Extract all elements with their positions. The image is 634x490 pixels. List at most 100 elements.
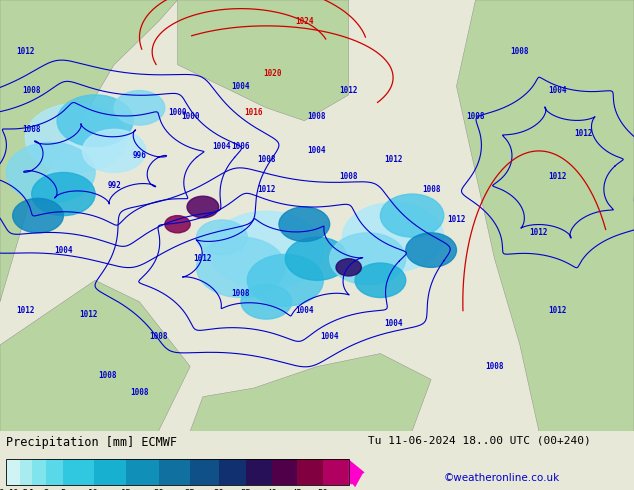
Text: 1008: 1008 <box>98 370 117 380</box>
Bar <box>323 460 349 485</box>
Circle shape <box>209 211 323 289</box>
Text: 25: 25 <box>184 489 195 490</box>
Text: 1012: 1012 <box>447 216 466 224</box>
Text: 1006: 1006 <box>231 142 250 151</box>
Text: 1024: 1024 <box>295 17 314 26</box>
Bar <box>46 460 63 485</box>
Text: 1000: 1000 <box>168 108 187 117</box>
Text: Precipitation [mm] ECMWF: Precipitation [mm] ECMWF <box>6 436 178 449</box>
Circle shape <box>406 233 456 268</box>
Text: 1012: 1012 <box>16 47 35 56</box>
Text: 10: 10 <box>88 489 99 490</box>
Text: 30: 30 <box>213 489 224 490</box>
Text: 1008: 1008 <box>339 172 358 181</box>
Bar <box>20 460 32 485</box>
Bar <box>63 460 94 485</box>
Bar <box>246 460 272 485</box>
Circle shape <box>6 142 95 203</box>
Circle shape <box>355 263 406 297</box>
Text: 1004: 1004 <box>231 82 250 91</box>
Text: 1012: 1012 <box>79 310 98 319</box>
Text: 1008: 1008 <box>422 185 441 194</box>
Text: 1004: 1004 <box>548 86 567 95</box>
Text: 1008: 1008 <box>231 289 250 298</box>
Text: 1004: 1004 <box>320 332 339 341</box>
Circle shape <box>187 196 219 218</box>
Text: 40: 40 <box>266 489 277 490</box>
Bar <box>158 460 190 485</box>
Circle shape <box>342 203 444 271</box>
Bar <box>126 460 158 485</box>
Circle shape <box>285 237 349 280</box>
Polygon shape <box>456 0 634 431</box>
Circle shape <box>57 95 133 147</box>
Text: 1012: 1012 <box>548 306 567 315</box>
Circle shape <box>247 254 323 306</box>
Text: 992: 992 <box>107 181 121 190</box>
Text: 1012: 1012 <box>384 155 403 164</box>
Text: 1: 1 <box>29 489 35 490</box>
Text: 1000: 1000 <box>181 112 200 121</box>
Circle shape <box>197 220 247 254</box>
Text: 1008: 1008 <box>466 112 485 121</box>
Text: ©weatheronline.co.uk: ©weatheronline.co.uk <box>444 473 560 483</box>
Text: 1004: 1004 <box>212 142 231 151</box>
Text: 1012: 1012 <box>193 254 212 263</box>
Circle shape <box>197 237 285 297</box>
Text: 996: 996 <box>133 151 146 160</box>
Bar <box>32 460 46 485</box>
Polygon shape <box>0 0 178 302</box>
Text: 1008: 1008 <box>149 332 168 341</box>
Polygon shape <box>190 354 431 431</box>
Text: 50: 50 <box>318 489 328 490</box>
Circle shape <box>165 216 190 233</box>
Bar <box>219 460 246 485</box>
Circle shape <box>336 259 361 276</box>
Text: 1012: 1012 <box>16 306 35 315</box>
Text: 1012: 1012 <box>529 228 548 237</box>
Bar <box>6 460 20 485</box>
Text: 45: 45 <box>292 489 302 490</box>
Text: 1004: 1004 <box>295 306 314 315</box>
Text: 20: 20 <box>153 489 164 490</box>
Text: 1008: 1008 <box>130 388 149 397</box>
Circle shape <box>25 103 127 172</box>
Text: 1004: 1004 <box>54 245 73 255</box>
Text: 1016: 1016 <box>244 108 263 117</box>
Text: 15: 15 <box>121 489 131 490</box>
Circle shape <box>380 194 444 237</box>
Bar <box>297 460 323 485</box>
Polygon shape <box>349 460 365 485</box>
Polygon shape <box>0 280 190 431</box>
Circle shape <box>82 129 146 172</box>
Text: 1008: 1008 <box>307 112 327 121</box>
Bar <box>94 460 126 485</box>
Bar <box>190 460 219 485</box>
Text: 1004: 1004 <box>307 147 327 155</box>
Text: 1004: 1004 <box>384 319 403 328</box>
Circle shape <box>330 233 406 285</box>
Text: 35: 35 <box>241 489 251 490</box>
Text: 1008: 1008 <box>22 86 41 95</box>
Text: 1008: 1008 <box>257 155 276 164</box>
Text: 2: 2 <box>43 489 48 490</box>
Text: 1008: 1008 <box>485 362 504 371</box>
Circle shape <box>241 285 292 319</box>
Text: 1012: 1012 <box>574 129 593 138</box>
Text: 1020: 1020 <box>263 69 282 78</box>
Circle shape <box>13 198 63 233</box>
Bar <box>6 460 349 485</box>
Text: 1008: 1008 <box>510 47 529 56</box>
Text: 0.5: 0.5 <box>12 489 28 490</box>
Text: Tu 11-06-2024 18..00 UTC (00+240): Tu 11-06-2024 18..00 UTC (00+240) <box>368 436 590 446</box>
Circle shape <box>114 91 165 125</box>
Text: 0.1: 0.1 <box>0 489 15 490</box>
Text: 5: 5 <box>60 489 65 490</box>
Circle shape <box>32 172 95 216</box>
Circle shape <box>279 207 330 242</box>
Bar <box>272 460 297 485</box>
Polygon shape <box>178 0 349 121</box>
Text: 1012: 1012 <box>257 185 276 194</box>
Text: 1008: 1008 <box>22 125 41 134</box>
Text: 1012: 1012 <box>548 172 567 181</box>
